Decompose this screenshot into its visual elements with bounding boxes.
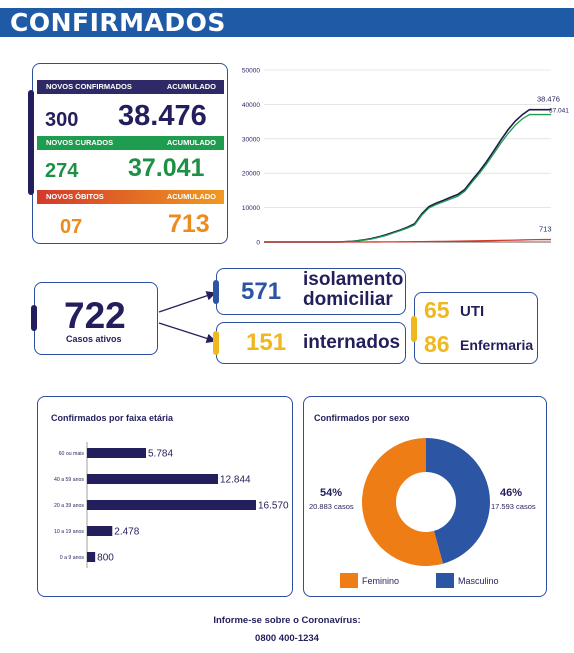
- arrow-to-home: [158, 291, 217, 313]
- ward-label: Enfermaria: [460, 337, 534, 353]
- hospitalized-number: 151: [246, 329, 287, 356]
- y-tick-label: 40000: [242, 102, 260, 109]
- male-cases: 17.593 casos: [491, 502, 536, 511]
- age-category-label: 20 a 39 anos: [54, 503, 84, 509]
- confirmed-total: 38.476: [118, 100, 207, 132]
- age-category-label: 60 ou mais: [59, 451, 85, 457]
- hospitalized-box: [216, 322, 406, 364]
- series-end-label: 37.041: [549, 108, 569, 115]
- deaths-header: NOVOS ÓBITOS ACUMULADO: [37, 190, 224, 204]
- recovered-new: 274: [45, 160, 79, 182]
- age-value-label: 800: [97, 553, 114, 564]
- series-end-label: 713: [539, 225, 552, 234]
- female-legend-label: Feminino: [362, 576, 400, 586]
- home-isolation-label: isolamento domiciliar: [303, 270, 403, 310]
- active-cases-number: 722: [64, 295, 126, 336]
- cumulative-line-chart: 0 10000 20000 30000 40000 50000 38.476 37.041 71…: [242, 68, 569, 247]
- footer-phone[interactable]: 0800 400-1234: [255, 633, 319, 644]
- female-legend-swatch: [340, 573, 358, 588]
- footer-info: Informe-se sobre o Coronavírus:: [213, 615, 361, 626]
- ward-number: 86: [424, 331, 450, 357]
- series-end-label: 38.476: [537, 95, 560, 104]
- confirmed-acc-label: ACUMULADO: [166, 82, 216, 91]
- arrow-to-hospital: [158, 322, 217, 343]
- donut-slice-masculino: [426, 438, 490, 564]
- header-banner: CONFIRMADOS: [0, 8, 574, 37]
- recovered-header: NOVOS CURADOS ACUMULADO: [37, 136, 224, 150]
- branch-arrows: [158, 291, 217, 343]
- recovered-label: NOVOS CURADOS: [46, 138, 114, 147]
- home-isolation-label-line1: isolamento: [303, 269, 404, 290]
- age-category-label: 10 a 19 anos: [54, 529, 84, 535]
- deaths-new: 07: [60, 216, 83, 238]
- sex-donut-chart: [361, 438, 490, 566]
- age-value-label: 16.570: [258, 501, 289, 512]
- confirmed-header: NOVOS CONFIRMADOS ACUMULADO: [37, 80, 224, 94]
- series-line: [264, 113, 551, 243]
- y-tick-label: 20000: [242, 171, 260, 178]
- series-line: [264, 238, 551, 243]
- active-accent-bar: [31, 305, 37, 331]
- female-percent: 54%: [320, 487, 343, 499]
- age-bar-chart: 60 ou mais 5.784 40 a 59 anos 12.844 20 a 39…: [54, 442, 289, 568]
- age-value-label: 12.844: [220, 475, 251, 486]
- confirmed-new: 300: [45, 109, 79, 131]
- recovered-total: 37.041: [128, 154, 205, 182]
- age-category-label: 40 a 59 anos: [54, 477, 84, 483]
- age-bar: [87, 552, 96, 562]
- confirmed-label: NOVOS CONFIRMADOS: [46, 82, 132, 91]
- icu-label: UTI: [460, 303, 485, 320]
- age-category-label: 0 a 9 anos: [60, 555, 85, 561]
- age-value-label: 2.478: [114, 527, 139, 538]
- age-bar: [87, 474, 218, 484]
- y-tick-label: 10000: [242, 205, 260, 212]
- hospitalized-accent-bar: [213, 331, 219, 355]
- recovered-acc-label: ACUMULADO: [166, 138, 216, 147]
- stats-accent-bar: [28, 90, 34, 195]
- y-tick-label: 0: [256, 240, 260, 247]
- female-cases: 20.883 casos: [309, 502, 354, 511]
- active-cases-box: [34, 282, 158, 355]
- sex-chart-title: Confirmados por sexo: [314, 413, 410, 423]
- home-isolation-number: 571: [241, 278, 282, 305]
- donut-slice-feminino: [361, 438, 443, 566]
- home-isolation-label-line2: domiciliar: [303, 289, 393, 310]
- age-value-label: 5.784: [148, 449, 173, 460]
- hospital-breakdown-accent-bar: [411, 316, 417, 342]
- home-accent-bar: [213, 280, 219, 304]
- y-tick-label: 50000: [242, 68, 260, 75]
- y-tick-label: 30000: [242, 136, 260, 143]
- deaths-total: 713: [168, 210, 210, 238]
- age-bar: [87, 448, 146, 458]
- hospital-breakdown-box: [414, 292, 538, 364]
- active-cases-label: Casos ativos: [66, 334, 122, 344]
- page-title: CONFIRMADOS: [10, 8, 226, 37]
- male-legend-label: Masculino: [458, 576, 499, 586]
- age-bar: [87, 526, 113, 536]
- icu-number: 65: [424, 297, 450, 323]
- series-line: [264, 108, 551, 243]
- age-chart-title: Confirmados por faixa etária: [51, 413, 174, 423]
- hospitalized-label: internados: [303, 332, 401, 353]
- male-legend-swatch: [436, 573, 454, 588]
- male-percent: 46%: [500, 487, 523, 499]
- age-bar: [87, 500, 256, 510]
- age-chart-panel: [37, 396, 293, 597]
- deaths-label: NOVOS ÓBITOS: [46, 192, 104, 201]
- deaths-acc-label: ACUMULADO: [166, 192, 216, 201]
